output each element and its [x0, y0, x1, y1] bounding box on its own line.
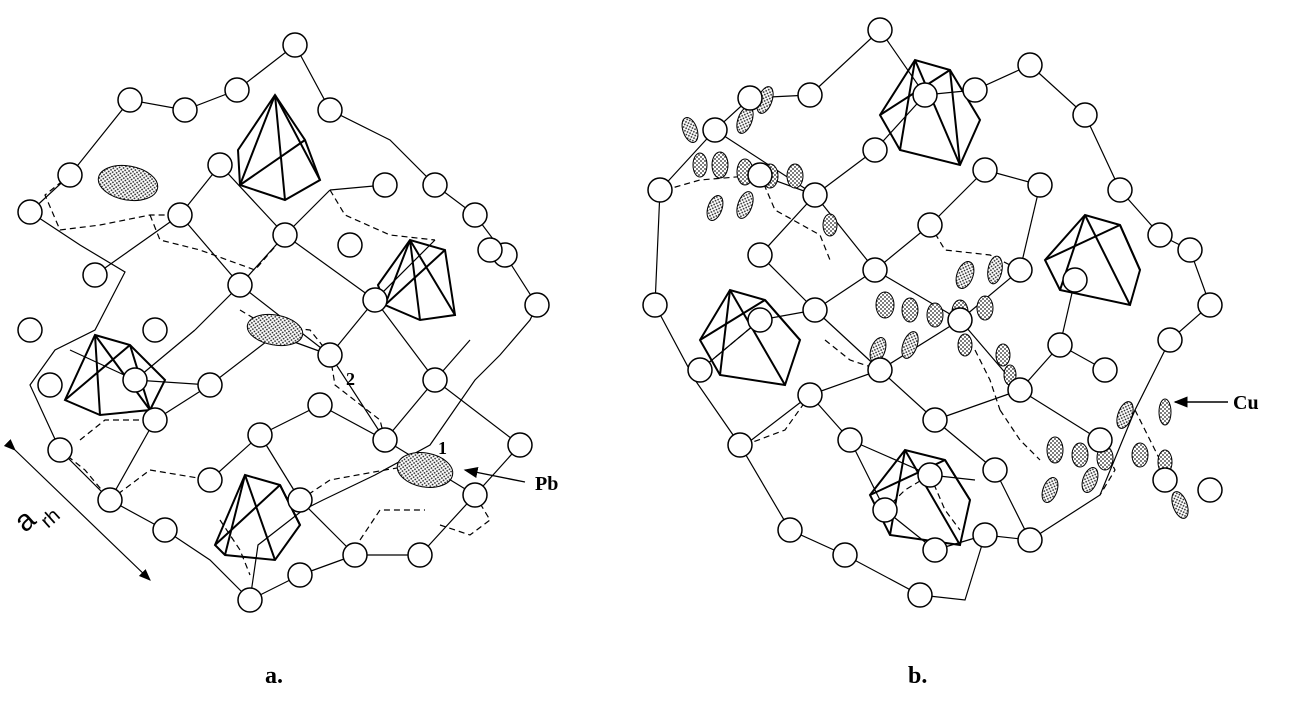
site-1-label: 1 — [438, 438, 447, 458]
site-2-label: 2 — [346, 369, 355, 389]
cu-label: Cu — [1233, 392, 1259, 414]
panel-b-cu-ellipsoids — [681, 86, 1189, 519]
panel-b-caption: b. — [908, 663, 927, 689]
panel-a-structure — [3, 32, 550, 613]
panel-a-caption: a. — [265, 663, 283, 689]
panel-b-structure — [642, 17, 1228, 608]
panel-a-axis-arrow — [3, 439, 151, 581]
axis-a-rh-label: a rh — [8, 503, 65, 539]
panel-a-dashed-bonds — [44, 174, 491, 576]
panel-a-pb-arrow — [463, 466, 526, 483]
panel-b-atoms — [642, 17, 1223, 608]
axis-letter: a — [8, 503, 43, 539]
panel-a-pb-ellipsoids — [97, 164, 454, 488]
panel-a-atoms — [17, 32, 550, 613]
pb-label: Pb — [535, 473, 558, 495]
